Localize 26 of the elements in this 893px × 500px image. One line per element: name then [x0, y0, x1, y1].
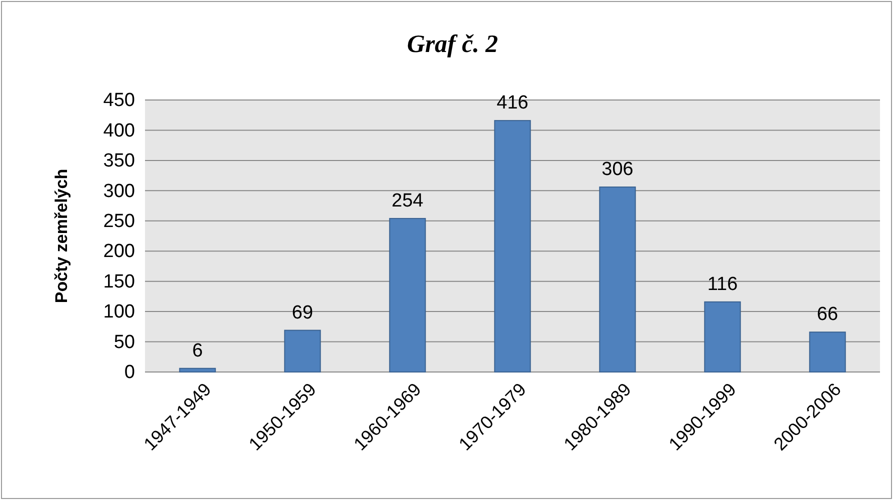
data-label: 66: [816, 304, 838, 326]
y-axis-title: Počty zemřelých: [52, 168, 71, 304]
data-label: 69: [292, 302, 314, 324]
y-tick-label: 200: [103, 241, 135, 262]
bar: [599, 186, 636, 372]
y-tick-label: 250: [103, 210, 135, 232]
y-tick-label: 350: [103, 150, 135, 172]
bar: [809, 332, 846, 372]
data-label: 306: [602, 159, 634, 180]
y-tick-label: 0: [124, 362, 135, 384]
y-tick-label: 100: [103, 302, 135, 323]
chart-title: Graf č. 2: [407, 31, 498, 58]
y-tick-label: 450: [103, 90, 135, 112]
y-tick-label: 50: [114, 332, 135, 353]
bar: [179, 368, 216, 372]
data-label: 116: [707, 274, 738, 295]
y-tick-label: 300: [103, 180, 135, 202]
data-label: 6: [192, 340, 203, 362]
bar: [284, 330, 321, 372]
bar: [389, 218, 426, 372]
y-tick-label: 150: [103, 271, 135, 292]
data-label: 416: [496, 92, 528, 114]
bar: [704, 301, 741, 372]
bar: [494, 120, 531, 372]
data-label: 254: [392, 190, 424, 212]
y-tick-label: 400: [103, 120, 135, 142]
